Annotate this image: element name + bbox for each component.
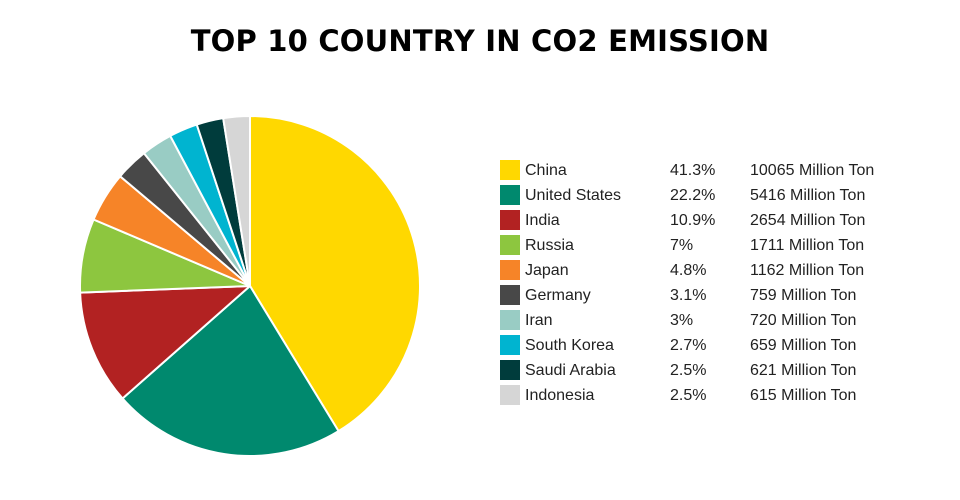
legend-label-japan: Japan	[525, 262, 569, 279]
legend-label-iran: Iran	[525, 312, 553, 329]
legend-value-indonesia: 615 Million Ton	[750, 387, 857, 404]
legend-value-iran: 720 Million Ton	[750, 312, 857, 329]
legend-label-russia: Russia	[525, 237, 574, 254]
pie-slice-germany	[119, 152, 251, 287]
legend-percent-south-korea: 2.7%	[670, 337, 707, 354]
legend-label-saudi-arabia: Saudi Arabia	[525, 362, 616, 379]
legend-label-china: China	[525, 162, 567, 179]
pie-slice-saudi-arabia	[195, 117, 251, 287]
legend-label-south-korea: South Korea	[525, 337, 614, 354]
legend-value-china: 10065 Million Ton	[750, 162, 875, 179]
legend-percent-iran: 3%	[670, 312, 694, 329]
legend-percent-united-states: 22.2%	[670, 187, 716, 204]
legend-swatch-china	[500, 160, 520, 180]
pie-slice-japan	[92, 175, 251, 287]
legend-percent-saudi-arabia: 2.5%	[670, 362, 707, 379]
legend-swatch-united-states	[500, 185, 520, 205]
legend-swatch-iran	[500, 310, 520, 330]
legend-percent-china: 41.3%	[670, 162, 716, 179]
legend-swatch-saudi-arabia	[500, 360, 520, 380]
pie-slices	[79, 115, 421, 457]
legend-percent-russia: 7%	[670, 237, 694, 254]
legend-item-india: India 10.9% 2654 Million Ton	[500, 208, 920, 233]
legend-value-saudi-arabia: 621 Million Ton	[750, 362, 857, 379]
legend-label-india: India	[525, 212, 560, 229]
legend-item-united-states: United States 22.2% 5416 Million Ton	[500, 183, 920, 208]
legend-item-iran: Iran 3% 720 Million Ton	[500, 308, 920, 333]
legend-item-china: China 41.3% 10065 Million Ton	[500, 158, 920, 183]
legend-item-indonesia: Indonesia 2.5% 615 Million Ton	[500, 383, 920, 408]
legend-value-japan: 1162 Million Ton	[750, 262, 865, 279]
pie-slice-russia	[79, 218, 251, 294]
legend-value-germany: 759 Million Ton	[750, 287, 857, 304]
legend-item-saudi-arabia: Saudi Arabia 2.5% 621 Million Ton	[500, 358, 920, 383]
legend: China 41.3% 10065 Million Ton United Sta…	[500, 158, 920, 408]
pie-slice-south-korea	[169, 123, 251, 287]
legend-label-united-states: United States	[525, 187, 622, 204]
pie-slice-india	[79, 285, 251, 400]
legend-value-india: 2654 Million Ton	[750, 212, 866, 229]
legend-item-japan: Japan 4.8% 1162 Million Ton	[500, 258, 920, 283]
legend-percent-japan: 4.8%	[670, 262, 707, 279]
legend-label-germany: Germany	[525, 287, 591, 304]
legend-value-south-korea: 659 Million Ton	[750, 337, 857, 354]
legend-swatch-japan	[500, 260, 520, 280]
pie-slice-united-states	[121, 285, 340, 457]
pie-slice-china	[249, 115, 421, 433]
legend-item-germany: Germany 3.1% 759 Million Ton	[500, 283, 920, 308]
legend-swatch-indonesia	[500, 385, 520, 405]
legend-percent-india: 10.9%	[670, 212, 716, 229]
legend-item-south-korea: South Korea 2.7% 659 Million Ton	[500, 333, 920, 358]
legend-percent-indonesia: 2.5%	[670, 387, 707, 404]
pie-slice-iran	[142, 134, 251, 287]
legend-item-russia: Russia 7% 1711 Million Ton	[500, 233, 920, 258]
legend-swatch-germany	[500, 285, 520, 305]
legend-percent-germany: 3.1%	[670, 287, 707, 304]
legend-value-united-states: 5416 Million Ton	[750, 187, 866, 204]
legend-swatch-russia	[500, 235, 520, 255]
chart-title: TOP 10 COUNTRY IN CO2 EMISSION	[190, 24, 770, 58]
legend-label-indonesia: Indonesia	[525, 387, 595, 404]
legend-swatch-india	[500, 210, 520, 230]
legend-swatch-south-korea	[500, 335, 520, 355]
pie-slice-indonesia	[222, 115, 251, 287]
legend-value-russia: 1711 Million Ton	[750, 237, 865, 254]
